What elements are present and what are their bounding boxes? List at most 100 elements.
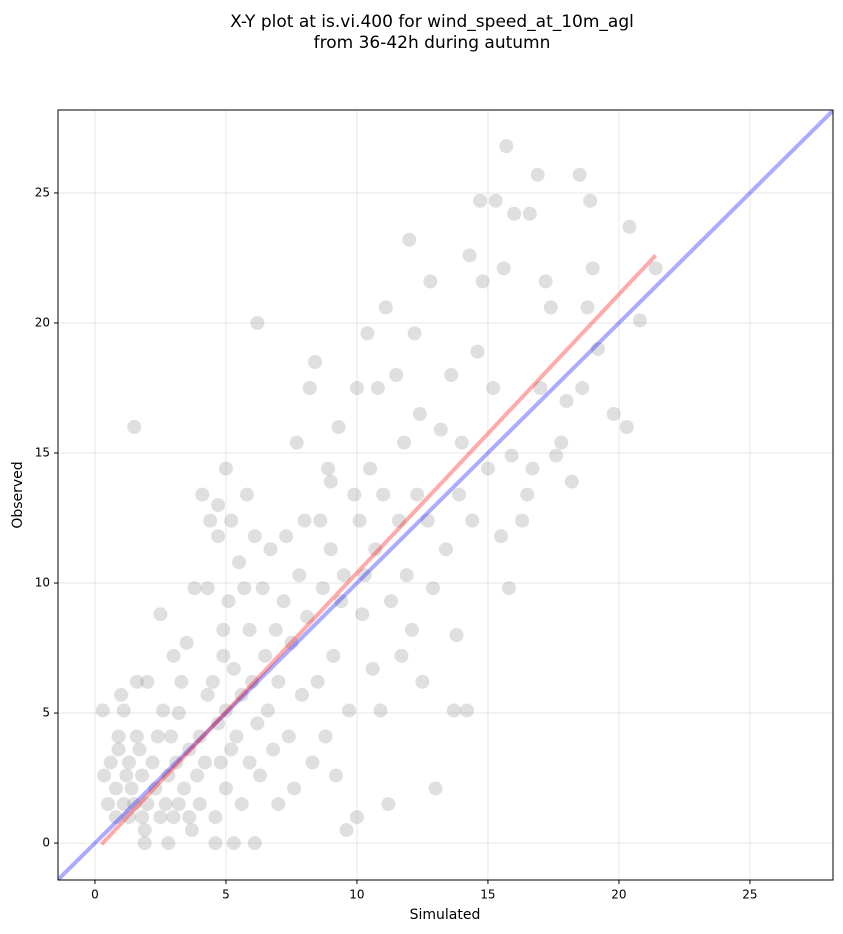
point	[195, 487, 210, 502]
point	[520, 487, 535, 502]
point	[315, 581, 330, 596]
point	[326, 648, 341, 663]
point	[420, 513, 435, 528]
axes-frame	[57, 109, 834, 881]
point	[470, 344, 485, 359]
point	[580, 300, 595, 315]
point	[234, 797, 249, 812]
point	[205, 674, 220, 689]
point	[363, 461, 378, 476]
x-tick-label: 10	[349, 888, 364, 902]
point	[323, 474, 338, 489]
point	[410, 487, 425, 502]
x-tick-label: 20	[611, 888, 626, 902]
point	[211, 498, 226, 513]
point	[247, 836, 262, 851]
point	[145, 755, 160, 770]
point	[378, 300, 393, 315]
point	[197, 755, 212, 770]
point	[203, 513, 218, 528]
point	[218, 461, 233, 476]
point	[245, 674, 260, 689]
point	[229, 729, 244, 744]
point	[294, 687, 309, 702]
point	[583, 193, 598, 208]
point	[284, 635, 299, 650]
y-tick-label: 25	[35, 185, 50, 199]
point	[253, 768, 268, 783]
point	[297, 513, 312, 528]
point	[224, 513, 239, 528]
point	[174, 674, 189, 689]
point	[150, 729, 165, 744]
point	[564, 474, 579, 489]
point	[200, 687, 215, 702]
point	[208, 836, 223, 851]
point	[462, 248, 477, 263]
x-tick-label: 25	[742, 888, 757, 902]
point	[308, 354, 323, 369]
point	[415, 674, 430, 689]
point	[221, 594, 236, 609]
point	[276, 594, 291, 609]
point	[360, 326, 375, 341]
point	[156, 703, 171, 718]
point	[590, 341, 605, 356]
y-tick-label: 15	[35, 446, 50, 460]
point	[632, 313, 647, 328]
x-tick-label: 0	[91, 888, 99, 902]
point	[129, 729, 144, 744]
point	[239, 487, 254, 502]
point	[266, 742, 281, 757]
point	[543, 300, 558, 315]
point	[260, 703, 275, 718]
point	[148, 781, 163, 796]
point	[192, 729, 207, 744]
point	[177, 781, 192, 796]
point	[323, 542, 338, 557]
point	[433, 422, 448, 437]
point	[334, 594, 349, 609]
point	[216, 622, 231, 637]
point	[200, 581, 215, 596]
point	[292, 568, 307, 583]
point	[507, 206, 522, 221]
y-tick-label: 20	[35, 315, 50, 329]
point	[425, 581, 440, 596]
point	[459, 703, 474, 718]
point	[302, 380, 317, 395]
point	[533, 380, 548, 395]
point	[305, 755, 320, 770]
point	[268, 622, 283, 637]
point	[111, 729, 126, 744]
point	[452, 487, 467, 502]
point	[169, 755, 184, 770]
point	[488, 193, 503, 208]
point	[300, 609, 315, 624]
point	[271, 797, 286, 812]
point	[108, 810, 123, 825]
chart-subtitle: from 36-42h during autumn	[314, 33, 551, 53]
point	[279, 529, 294, 544]
point	[179, 635, 194, 650]
point	[190, 768, 205, 783]
point	[250, 716, 265, 731]
point	[281, 729, 296, 744]
point	[342, 703, 357, 718]
point	[349, 810, 364, 825]
point	[622, 219, 637, 234]
point	[211, 716, 226, 731]
point	[549, 448, 564, 463]
point	[153, 607, 168, 622]
point	[271, 674, 286, 689]
point	[370, 380, 385, 395]
point	[166, 810, 181, 825]
point	[289, 435, 304, 450]
point	[140, 797, 155, 812]
point	[473, 193, 488, 208]
point	[192, 797, 207, 812]
y-axis-label: Observed	[10, 461, 26, 528]
point	[234, 687, 249, 702]
point	[255, 581, 270, 596]
